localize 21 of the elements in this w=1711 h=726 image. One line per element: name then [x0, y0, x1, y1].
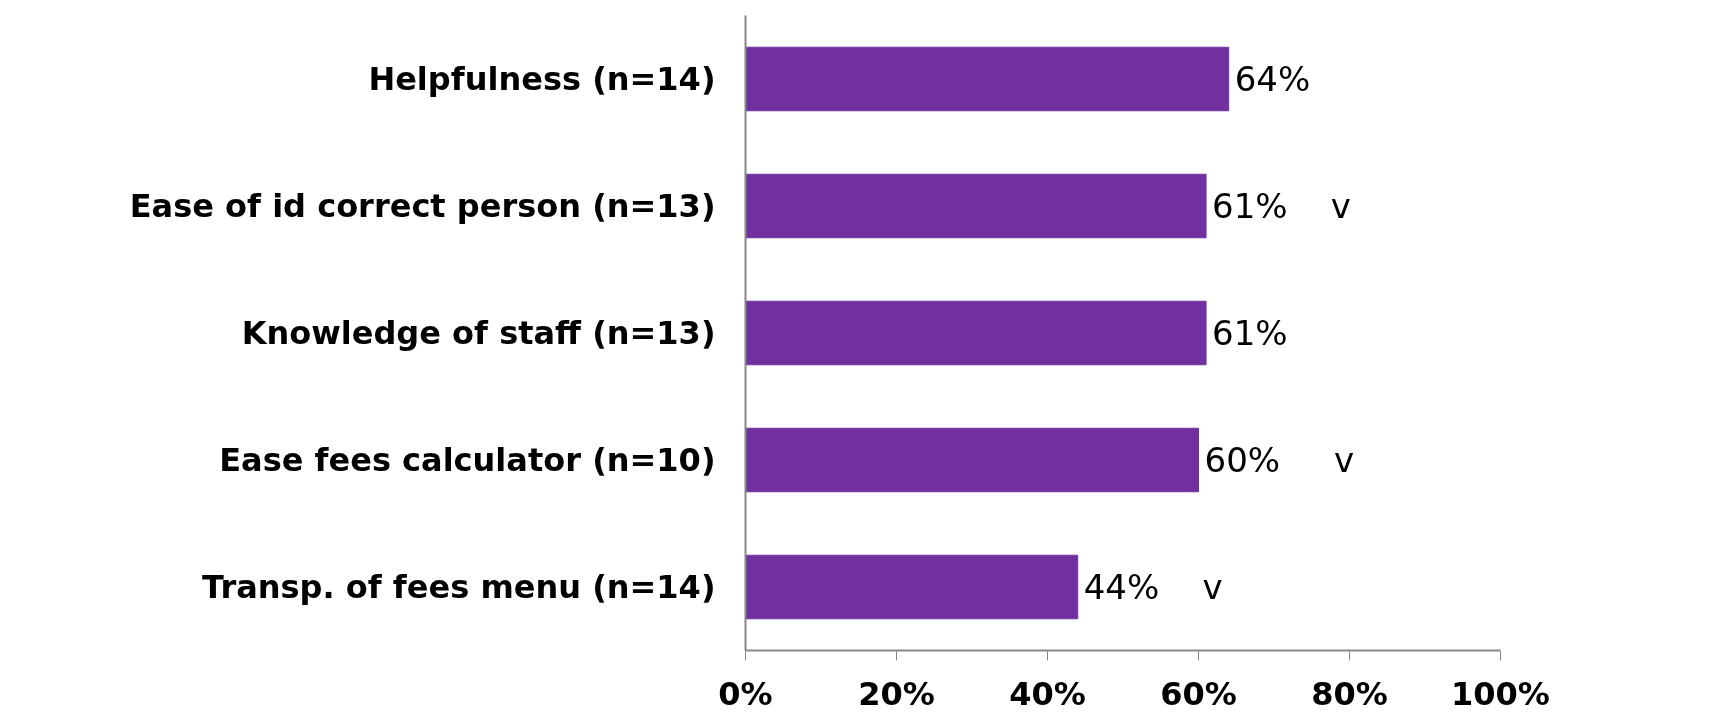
- bar: [745, 300, 1207, 366]
- y-tick-label: Helpfulness (n=14): [368, 60, 716, 98]
- bar: [745, 427, 1199, 493]
- x-tick-label: 100%: [1451, 674, 1550, 713]
- data-label: 64%: [1234, 59, 1311, 99]
- x-tick-label: 0%: [718, 674, 773, 713]
- bar: [745, 46, 1230, 112]
- x-tick-label: 80%: [1311, 674, 1388, 713]
- y-tick-label: Knowledge of staff (n=13): [241, 314, 716, 352]
- y-tick-label: Ease of id correct person (n=13): [129, 187, 716, 225]
- y-tick-label: Ease fees calculator (n=10): [219, 441, 716, 479]
- y-tick-label: Transp. of fees menu (n=14): [202, 568, 716, 606]
- x-tick-label: 60%: [1160, 674, 1237, 713]
- data-label: 44% v: [1083, 567, 1223, 607]
- data-label: 61%: [1212, 313, 1288, 353]
- data-label: 60% v: [1204, 440, 1355, 480]
- x-tick-label: 40%: [1009, 674, 1086, 713]
- data-label: 61% v: [1212, 186, 1351, 226]
- bar: [745, 173, 1207, 239]
- bar: [745, 554, 1079, 620]
- x-tick-label: 20%: [858, 674, 935, 713]
